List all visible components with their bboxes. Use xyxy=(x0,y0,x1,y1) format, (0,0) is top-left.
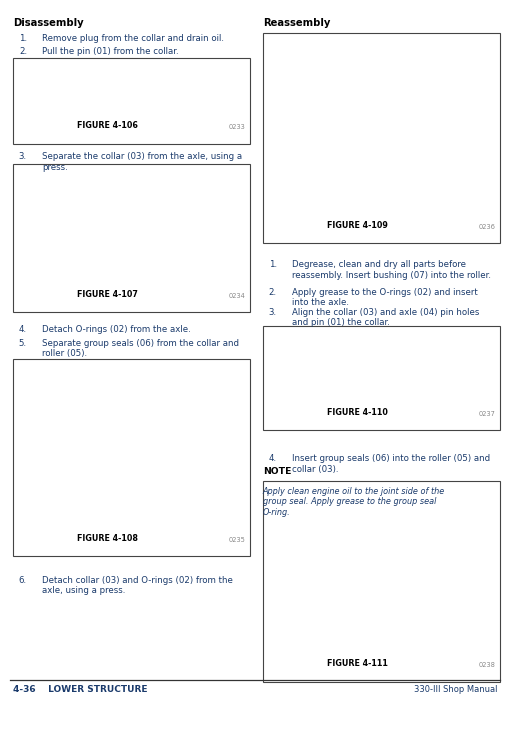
Text: 6.: 6. xyxy=(19,576,27,585)
Text: 0234: 0234 xyxy=(229,293,245,299)
Bar xyxy=(262,326,499,430)
Text: 4.: 4. xyxy=(268,454,276,463)
Text: FIGURE 4-111: FIGURE 4-111 xyxy=(326,660,387,668)
Text: Apply grease to the O-rings (02) and insert
into the axle.: Apply grease to the O-rings (02) and ins… xyxy=(292,288,477,308)
Text: Apply clean engine oil to the joint side of the
group seal. Apply grease to the : Apply clean engine oil to the joint side… xyxy=(262,487,444,517)
Text: 1.: 1. xyxy=(19,34,27,42)
Text: FIGURE 4-107: FIGURE 4-107 xyxy=(77,290,138,299)
Text: 5.: 5. xyxy=(19,339,27,348)
Text: 0236: 0236 xyxy=(478,224,495,230)
Text: Reassembly: Reassembly xyxy=(262,18,329,28)
Text: 3.: 3. xyxy=(268,308,276,316)
Bar xyxy=(262,33,499,243)
Text: Disassembly: Disassembly xyxy=(13,18,83,28)
Bar xyxy=(13,164,249,312)
Text: Detach collar (03) and O-rings (02) from the
axle, using a press.: Detach collar (03) and O-rings (02) from… xyxy=(42,576,233,596)
Text: 0235: 0235 xyxy=(229,537,245,543)
Text: FIGURE 4-109: FIGURE 4-109 xyxy=(326,221,387,230)
Text: 3.: 3. xyxy=(19,152,27,161)
Text: Degrease, clean and dry all parts before
reassembly. Insert bushing (07) into th: Degrease, clean and dry all parts before… xyxy=(292,260,490,280)
Text: 0237: 0237 xyxy=(478,411,495,417)
Text: 2.: 2. xyxy=(268,288,276,297)
Text: Align the collar (03) and axle (04) pin holes
and pin (01) the collar.: Align the collar (03) and axle (04) pin … xyxy=(292,308,478,327)
Text: Remove plug from the collar and drain oil.: Remove plug from the collar and drain oi… xyxy=(42,34,224,42)
Bar xyxy=(262,481,499,682)
Text: FIGURE 4-108: FIGURE 4-108 xyxy=(77,534,138,543)
Text: Insert group seals (06) into the roller (05) and
collar (03).: Insert group seals (06) into the roller … xyxy=(292,454,489,474)
Text: NOTE: NOTE xyxy=(262,467,291,475)
Text: Pull the pin (01) from the collar.: Pull the pin (01) from the collar. xyxy=(42,47,179,56)
Text: 330-III Shop Manual: 330-III Shop Manual xyxy=(413,685,496,694)
Text: Detach O-rings (02) from the axle.: Detach O-rings (02) from the axle. xyxy=(42,325,191,334)
Text: 0233: 0233 xyxy=(229,125,245,130)
Text: 2.: 2. xyxy=(19,47,27,56)
Bar xyxy=(13,359,249,556)
Bar xyxy=(13,58,249,144)
Text: 4-36    LOWER STRUCTURE: 4-36 LOWER STRUCTURE xyxy=(13,685,147,694)
Text: 1.: 1. xyxy=(268,260,276,269)
Text: Separate group seals (06) from the collar and
roller (05).: Separate group seals (06) from the colla… xyxy=(42,339,239,359)
Text: 4.: 4. xyxy=(19,325,27,334)
Text: Separate the collar (03) from the axle, using a
press.: Separate the collar (03) from the axle, … xyxy=(42,152,242,172)
Text: FIGURE 4-106: FIGURE 4-106 xyxy=(77,122,138,130)
Text: 0238: 0238 xyxy=(478,663,495,668)
Text: FIGURE 4-110: FIGURE 4-110 xyxy=(326,408,387,417)
